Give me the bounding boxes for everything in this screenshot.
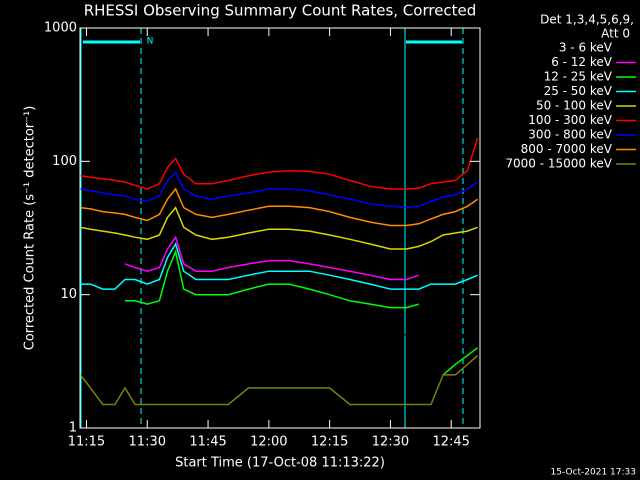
series-line — [124, 263, 420, 336]
series-line — [80, 242, 478, 290]
y-axis-label: Corrected Count Rate (s⁻¹ detector⁻¹) — [23, 106, 38, 351]
plot-frame — [79, 27, 481, 429]
series-line — [80, 206, 478, 250]
x-tick-label: 12:30 — [372, 435, 409, 450]
annotation: N — [147, 37, 154, 47]
legend-header: Att 0 — [601, 27, 630, 41]
legend-label: 3 - 6 keV — [559, 41, 613, 55]
y-tick-label: 10 — [60, 287, 77, 302]
series-line — [80, 137, 479, 190]
chart-title: RHESSI Observing Summary Count Rates, Co… — [84, 2, 477, 20]
legend-label: 25 - 50 keV — [544, 84, 613, 98]
legend-label: 7000 - 15000 keV — [505, 157, 612, 171]
legend-label: 100 - 300 keV — [528, 113, 612, 127]
x-tick-label: 11:45 — [189, 435, 226, 450]
legend-label: 300 - 800 keV — [528, 128, 612, 142]
y-tick-label: 1000 — [44, 21, 77, 36]
legend-header: Det 1,3,4,5,6,9, — [540, 13, 634, 27]
series-line — [80, 187, 479, 227]
footer: 15-Oct-2021 17:33 — [551, 468, 636, 478]
x-tick-label: 12:45 — [432, 435, 469, 450]
x-tick-label: 11:15 — [68, 435, 105, 450]
y-tick-label: 1 — [69, 421, 77, 436]
x-tick-label: 12:15 — [311, 435, 348, 450]
x-axis-label: Start Time (17-Oct-08 11:13:22) — [175, 456, 385, 471]
legend-label: 6 - 12 keV — [551, 55, 613, 69]
series-line — [125, 249, 479, 376]
x-tick-label: 12:00 — [250, 435, 287, 450]
series-line — [124, 235, 420, 281]
series-line — [80, 171, 479, 209]
legend-label: 50 - 100 keV — [536, 99, 613, 113]
x-tick-label: 11:30 — [129, 435, 166, 450]
legend-label: 12 - 25 keV — [544, 70, 613, 84]
series-line — [79, 354, 479, 406]
legend-label: 800 - 7000 keV — [521, 142, 613, 156]
y-tick-label: 100 — [52, 154, 77, 169]
